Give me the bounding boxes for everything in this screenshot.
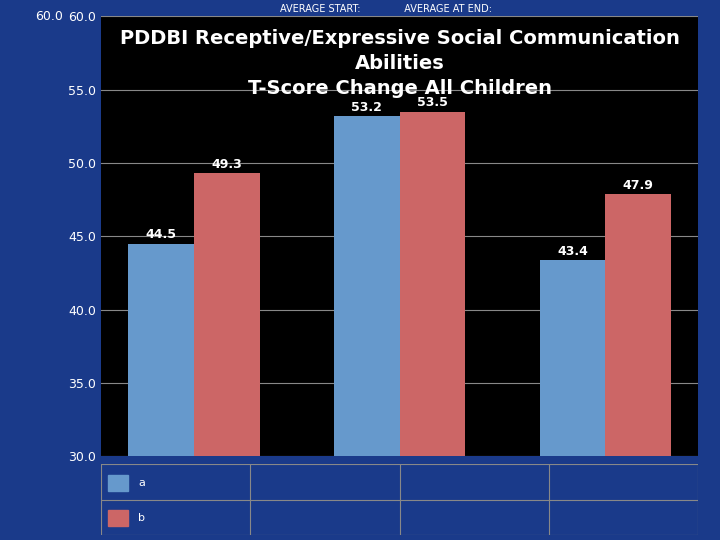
- Text: b: b: [138, 513, 145, 523]
- Text: 49.3: 49.3: [212, 158, 242, 171]
- Bar: [194, 173, 260, 540]
- Bar: [606, 194, 671, 540]
- Text: 44.5: 44.5: [145, 228, 176, 241]
- Text: 43.4: 43.4: [557, 245, 588, 258]
- Text: 60.0: 60.0: [35, 10, 63, 23]
- Text: AVERAGE START:              AVERAGE AT END:: AVERAGE START: AVERAGE AT END:: [280, 4, 492, 14]
- Text: 47.9: 47.9: [623, 179, 654, 192]
- Text: PDDBI Receptive/Expressive Social Communication
Abilities
T-Score Change All Chi: PDDBI Receptive/Expressive Social Commun…: [120, 29, 680, 98]
- Bar: [128, 244, 194, 540]
- Bar: [108, 510, 127, 526]
- Bar: [108, 475, 127, 491]
- Text: 53.2: 53.2: [351, 101, 382, 114]
- Bar: [400, 112, 465, 540]
- Text: 53.5: 53.5: [417, 96, 448, 110]
- Bar: [334, 116, 400, 540]
- Text: a: a: [138, 478, 145, 488]
- Bar: [539, 260, 606, 540]
